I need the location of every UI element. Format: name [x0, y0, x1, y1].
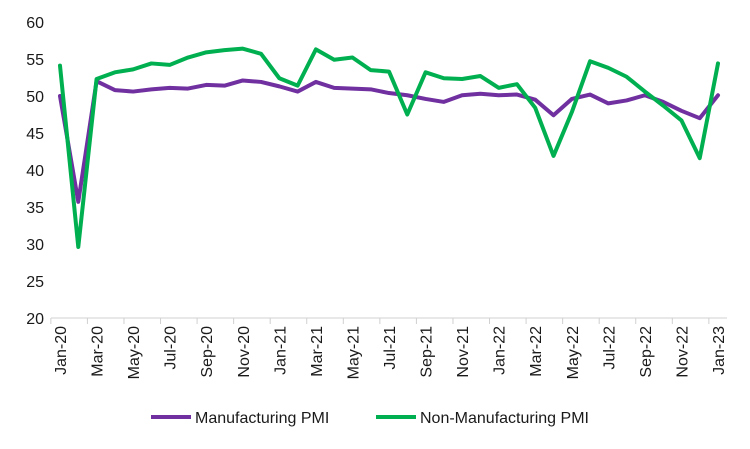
x-tick-label-jan-22: Jan-22 — [492, 326, 509, 375]
y-tick-label-35: 35 — [26, 200, 44, 217]
x-axis-ticks — [50, 318, 710, 324]
x-tick-label-may-22: May-22 — [565, 326, 582, 379]
legend-label-non-manufacturing-pmi: Non-Manufacturing PMI — [420, 410, 589, 427]
legend: Manufacturing PMI Non-Manufacturing PMI — [151, 410, 589, 427]
series-line-non-manufacturing-pmi — [58, 46, 720, 249]
x-tick-label-jul-21: Jul-21 — [382, 326, 399, 370]
x-tick-label-may-21: May-21 — [345, 326, 362, 379]
series-line-manufacturing-pmi — [58, 78, 720, 204]
y-tick-label-20: 20 — [26, 311, 44, 328]
x-tick-label-jan-20: Jan-20 — [53, 326, 70, 375]
x-tick-label-sep-20: Sep-20 — [199, 326, 216, 378]
x-tick-label-jan-21: Jan-21 — [272, 326, 289, 375]
plot-area — [58, 46, 720, 249]
legend-label-manufacturing-pmi: Manufacturing PMI — [195, 410, 329, 427]
x-tick-label-jan-23: Jan-23 — [711, 326, 728, 375]
y-axis-tick-labels: 20 25 30 35 40 45 50 55 60 — [26, 15, 44, 328]
y-tick-label-40: 40 — [26, 163, 44, 180]
x-tick-label-nov-20: Nov-20 — [236, 326, 253, 378]
x-tick-label-jul-22: Jul-22 — [601, 326, 618, 370]
y-tick-label-60: 60 — [26, 15, 44, 32]
x-tick-label-may-20: May-20 — [126, 326, 143, 379]
x-tick-label-sep-21: Sep-21 — [419, 326, 436, 378]
y-tick-label-50: 50 — [26, 89, 44, 106]
y-tick-label-30: 30 — [26, 237, 44, 254]
x-tick-label-mar-20: Mar-20 — [90, 326, 107, 377]
y-tick-label-25: 25 — [26, 274, 44, 291]
x-tick-label-mar-21: Mar-21 — [309, 326, 326, 377]
y-tick-label-55: 55 — [26, 52, 44, 69]
x-tick-label-mar-22: Mar-22 — [528, 326, 545, 377]
x-tick-label-jul-20: Jul-20 — [163, 326, 180, 370]
x-tick-label-sep-22: Sep-22 — [638, 326, 655, 378]
x-tick-label-nov-22: Nov-22 — [674, 326, 691, 378]
x-tick-label-nov-21: Nov-21 — [455, 326, 472, 378]
x-axis-tick-labels: Jan-20 Mar-20 May-20 Jul-20 Sep-20 Nov-20 Jan-… — [53, 326, 728, 379]
y-tick-label-45: 45 — [26, 126, 44, 143]
